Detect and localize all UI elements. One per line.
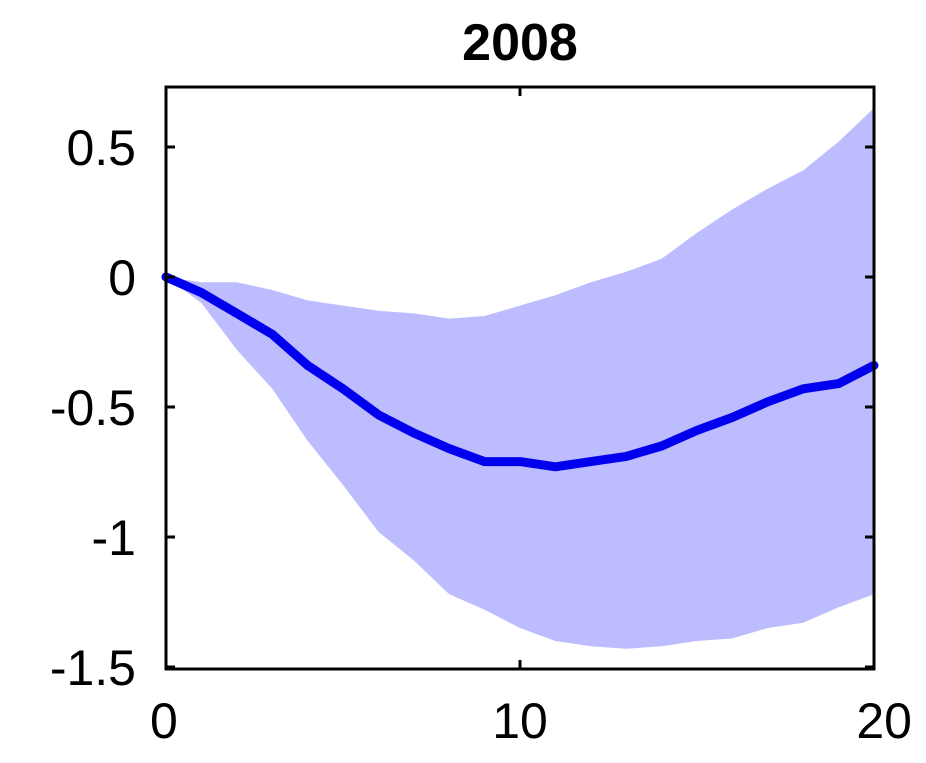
x-tick-label: 20 bbox=[856, 693, 912, 749]
axes: 0.50-0.5-1-1.50 10 20 bbox=[50, 85, 912, 749]
x-tick-label: 0 bbox=[150, 693, 178, 749]
y-tick-label: -1 bbox=[92, 510, 136, 566]
y-tick-label: 0 bbox=[108, 250, 136, 306]
y-tick-label: -1.5 bbox=[50, 640, 136, 696]
chart-title: 2008 bbox=[462, 14, 578, 72]
y-tick-label: -0.5 bbox=[50, 380, 136, 436]
y-tick-label: 0.5 bbox=[66, 120, 136, 176]
x-tick-label: 10 bbox=[492, 693, 548, 749]
plot-area bbox=[161, 108, 879, 649]
confidence-band bbox=[166, 108, 874, 649]
